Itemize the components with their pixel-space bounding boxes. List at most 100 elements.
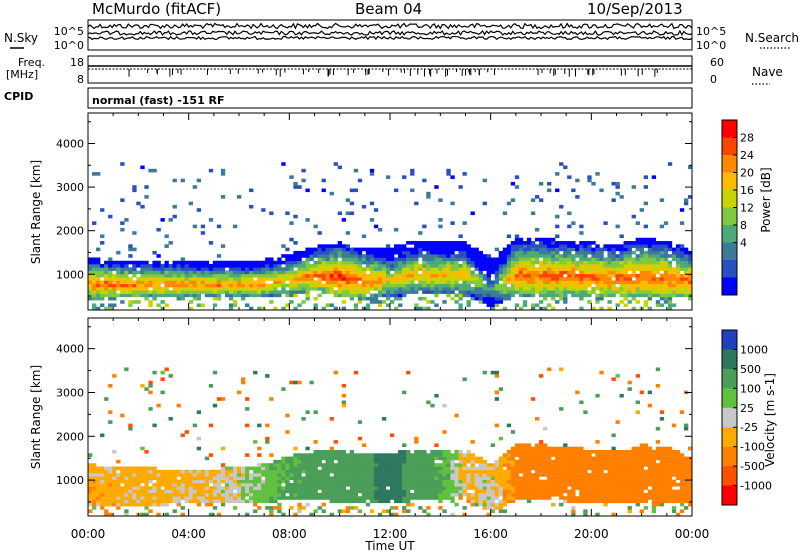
power-cell xyxy=(422,287,427,291)
power-cell xyxy=(474,254,479,258)
velocity-cell xyxy=(498,459,504,464)
velocity-cell xyxy=(579,453,584,457)
velocity-cell xyxy=(571,453,576,457)
power-cell xyxy=(410,277,415,281)
velocity-cell xyxy=(261,489,266,494)
velocity-cell xyxy=(639,466,644,471)
power-cell xyxy=(104,277,109,281)
power-cell xyxy=(651,280,657,285)
power-cell xyxy=(321,250,326,255)
velocity-cell xyxy=(144,450,149,454)
power-cell xyxy=(402,244,407,248)
power-cell xyxy=(526,257,532,262)
power-cell xyxy=(563,280,568,285)
power-cell xyxy=(446,277,451,281)
velocity-cell xyxy=(603,502,608,507)
velocity-cell xyxy=(434,469,439,474)
velocity-cell xyxy=(619,489,624,494)
power-cell xyxy=(136,293,141,298)
power-cell xyxy=(281,162,286,166)
velocity-cell xyxy=(192,489,198,494)
power-cell xyxy=(675,264,681,268)
velocity-cell xyxy=(293,512,298,517)
power-cell xyxy=(289,175,294,179)
velocity-cell xyxy=(611,453,616,457)
power-cell xyxy=(96,306,101,311)
power-cell xyxy=(345,293,351,298)
velocity-cell xyxy=(140,384,145,388)
velocity-cell xyxy=(458,492,463,497)
velocity-cell xyxy=(212,506,218,510)
velocity-cell xyxy=(337,476,342,480)
power-cell xyxy=(438,287,443,291)
power-cell xyxy=(228,290,234,294)
power-cell xyxy=(172,283,177,288)
velocity-cell xyxy=(607,496,612,500)
velocity-cell xyxy=(208,479,214,484)
power-cell xyxy=(245,260,250,265)
power-cell xyxy=(184,267,189,271)
velocity-cell xyxy=(309,483,314,487)
power-cell xyxy=(675,250,681,255)
velocity-cell xyxy=(639,469,644,474)
power-cell xyxy=(643,303,649,308)
power-cell xyxy=(567,241,572,245)
power-cell xyxy=(434,254,439,258)
power-cell xyxy=(631,250,636,255)
power-cell xyxy=(241,296,246,301)
power-cell xyxy=(530,264,536,268)
velocity-cell xyxy=(410,459,415,464)
velocity-cell xyxy=(212,473,218,477)
velocity-cell xyxy=(313,496,318,500)
velocity-cell xyxy=(390,483,395,487)
velocity-cell xyxy=(563,483,568,487)
power-cell xyxy=(490,264,495,268)
power-cell xyxy=(349,283,355,288)
power-cell xyxy=(583,257,588,262)
velocity-cell xyxy=(381,486,387,490)
velocity-cell xyxy=(357,496,363,500)
velocity-cell xyxy=(232,473,238,477)
power-cell xyxy=(345,273,351,278)
power-cell xyxy=(446,293,451,298)
velocity-cell xyxy=(430,453,435,457)
power-cell xyxy=(232,224,238,229)
velocity-cell xyxy=(679,489,685,494)
power-cell xyxy=(639,264,644,268)
velocity-cell xyxy=(116,459,121,464)
power-cell xyxy=(365,260,371,265)
velocity-cell xyxy=(647,390,653,395)
power-cell xyxy=(474,287,479,291)
power-cell xyxy=(232,303,238,308)
velocity-cell xyxy=(575,453,580,457)
power-cell xyxy=(329,283,334,288)
velocity-cell xyxy=(502,509,508,513)
power-cell xyxy=(277,270,282,275)
power-cell xyxy=(502,270,508,275)
velocity-cell xyxy=(659,499,665,504)
power-cell xyxy=(317,250,322,255)
velocity-cell xyxy=(329,466,334,471)
velocity-cell xyxy=(112,496,117,500)
power-cell xyxy=(583,283,588,288)
power-cell xyxy=(530,270,536,275)
velocity-cell xyxy=(538,456,544,461)
velocity-cell xyxy=(486,476,491,480)
velocity-cell xyxy=(551,466,556,471)
velocity-cell xyxy=(502,499,508,504)
velocity-cell xyxy=(587,450,592,454)
power-cell xyxy=(301,277,306,281)
power-cell xyxy=(506,264,512,268)
velocity-cell xyxy=(220,446,226,451)
velocity-cell xyxy=(140,486,145,490)
power-cell xyxy=(547,241,552,245)
velocity-cell xyxy=(289,456,294,461)
power-cell xyxy=(289,290,294,294)
power-cell xyxy=(394,267,399,271)
velocity-cell xyxy=(228,469,234,474)
velocity-cell xyxy=(615,374,620,378)
velocity-cell xyxy=(176,403,181,408)
power-cell xyxy=(446,280,451,285)
velocity-cell xyxy=(655,446,661,451)
power-cell xyxy=(325,257,330,262)
